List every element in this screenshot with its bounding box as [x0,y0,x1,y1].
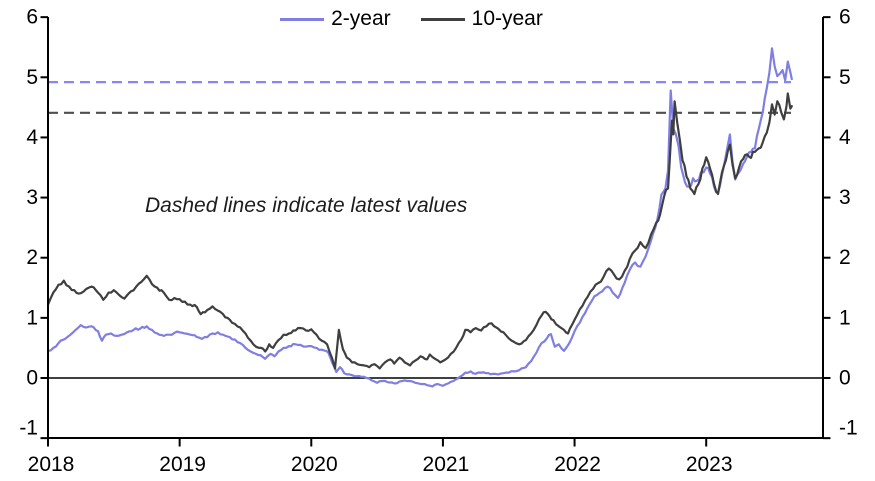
y-tick-label-left: 5 [26,66,38,89]
y-tick-label-right: 6 [839,6,851,29]
y-tick-label-right: 5 [839,66,851,89]
legend-item-10-year: 10-year [420,7,543,31]
series-line-10-year [46,92,793,370]
y-tick-label-left: 1 [26,306,38,329]
legend-label-10-year: 10-year [471,7,543,30]
x-tick-label: 2018 [28,453,75,476]
y-tick-label-right: 2 [839,246,851,269]
x-tick-label: 2019 [159,453,206,476]
x-tick-label: 2021 [423,453,470,476]
y-tick-label-left: 4 [26,126,38,149]
y-tick-label-right: 3 [839,186,851,209]
y-tick-label-right: 1 [839,306,851,329]
annotation-latest-values: Dashed lines indicate latest values [145,194,468,217]
x-tick-label: 2023 [686,453,733,476]
y-tick-label-right: 0 [839,367,851,390]
legend-item-2-year: 2-year [280,7,391,31]
y-tick-label-left: 2 [26,246,38,269]
x-tick-label: 2022 [554,453,601,476]
y-tick-label-left: 0 [26,367,38,390]
y-tick-label-left: 6 [26,6,38,29]
10-year-line-swatch [420,17,465,21]
legend-label-2-year: 2-year [331,7,391,30]
y-tick-label-left: 3 [26,186,38,209]
y-tick-label-left: -1 [19,417,38,440]
chart-legend: 2-year 10-year [0,4,823,34]
y-tick-label-right: 4 [839,126,851,149]
2-year-line-swatch [280,17,325,21]
series-line-2-year [46,47,793,388]
x-tick-label: 2020 [291,453,338,476]
y-tick-label-right: -1 [839,417,858,440]
